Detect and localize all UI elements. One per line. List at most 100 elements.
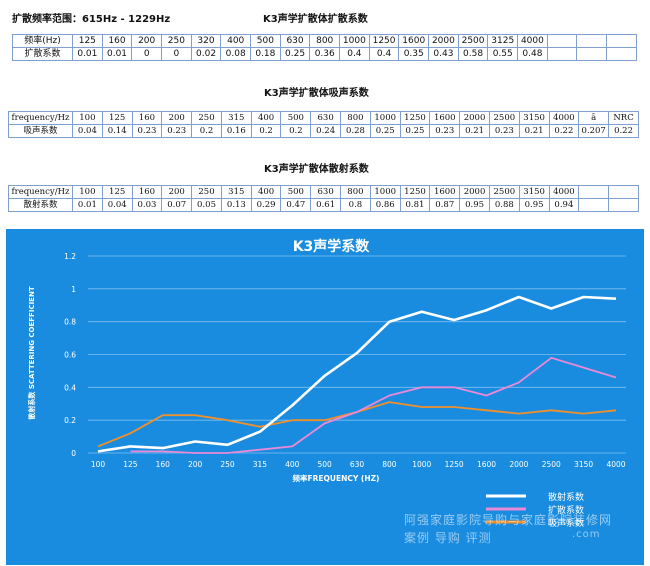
header-cell: 200 bbox=[161, 111, 193, 125]
value-cell: 0.28 bbox=[340, 124, 371, 138]
value-cell bbox=[546, 47, 578, 61]
header-cell: 200 bbox=[161, 185, 193, 199]
header-cell: 4000 bbox=[517, 34, 548, 48]
x-tick-label: 200 bbox=[188, 460, 203, 469]
value-cell: 0.13 bbox=[220, 198, 252, 212]
watermark-line2: 案例 导购 评测 bbox=[404, 531, 492, 545]
y-tick-label: 0 bbox=[71, 449, 76, 458]
value-cell: 0.4 bbox=[368, 47, 400, 61]
x-tick-label: 4000 bbox=[606, 460, 625, 469]
x-axis-label: 频率FREQUENCY (HZ) bbox=[292, 473, 379, 483]
x-tick-label: 800 bbox=[382, 460, 397, 469]
header-cell: 800 bbox=[340, 111, 371, 125]
legend-label: 散射系数 bbox=[548, 491, 584, 503]
header-cell: 500 bbox=[280, 111, 312, 125]
value-cell: 0.88 bbox=[488, 198, 520, 212]
y-tick-label: 0.2 bbox=[64, 416, 76, 425]
value-cell: 0.21 bbox=[459, 124, 490, 138]
chart-svg: K3声学系数 0 0.2 0.4 0.6 0.8 1 1.2 100 125 160 200 250… bbox=[27, 238, 626, 529]
scattering-table: frequency/Hz 100 125 160 200 250 315 400 500 630 8… bbox=[8, 185, 639, 212]
value-cell: 0.23 bbox=[488, 124, 520, 138]
series-line bbox=[97, 295, 617, 453]
value-cell: 0.94 bbox=[548, 198, 580, 212]
x-tick-label: 125 bbox=[123, 460, 138, 469]
series-line bbox=[97, 401, 617, 448]
header-cell: 1250 bbox=[399, 185, 431, 199]
header-cell: 400 bbox=[250, 185, 282, 199]
value-cell: 0.02 bbox=[190, 47, 222, 61]
value-cell: 0.87 bbox=[429, 198, 461, 212]
value-cell: 0.24 bbox=[310, 124, 342, 138]
value-cell: 0.22 bbox=[548, 124, 580, 138]
header-cell: 320 bbox=[190, 34, 222, 48]
header-cell: 125 bbox=[101, 185, 133, 199]
value-cell: 0.35 bbox=[398, 47, 430, 61]
header-cell: 800 bbox=[309, 34, 341, 48]
value-cell: 0.25 bbox=[399, 124, 431, 138]
header-cell: 2500 bbox=[457, 34, 489, 48]
header-cell: 4000 bbox=[548, 185, 580, 199]
value-cell: 0.25 bbox=[279, 47, 311, 61]
series-line bbox=[130, 356, 617, 454]
value-cell bbox=[608, 198, 639, 212]
value-cell: 0.14 bbox=[101, 124, 133, 138]
value-cell: 0.95 bbox=[459, 198, 490, 212]
header-cell: 1600 bbox=[398, 34, 430, 48]
absorption-row: 吸声系数 0.04 0.14 0.23 0.23 0.2 0.16 0.2 0.2 0.24 0.2… bbox=[8, 124, 639, 138]
x-axis-ticks: 100 125 160 200 250 315 400 500 630 800 1000 1250 16… bbox=[91, 460, 626, 469]
header-cell: 500 bbox=[250, 34, 281, 48]
header-cell: 1600 bbox=[429, 111, 461, 125]
y-axis-ticks: 0 0.2 0.4 0.6 0.8 1 1.2 bbox=[64, 252, 76, 458]
y-axis-label: 散射系数 SCATTERING COEFFICIENT bbox=[27, 286, 36, 419]
value-cell: 0.86 bbox=[369, 198, 401, 212]
x-tick-label: 1000 bbox=[412, 460, 431, 469]
header-cell: 3150 bbox=[518, 111, 550, 125]
value-cell: 0 bbox=[131, 47, 163, 61]
header-cell: 800 bbox=[340, 185, 371, 199]
value-cell: 0.22 bbox=[608, 124, 639, 138]
y-tick-label: 1 bbox=[71, 285, 76, 294]
x-tick-label: 1250 bbox=[445, 460, 464, 469]
header-cell: ā bbox=[578, 111, 610, 125]
header-cell: 125 bbox=[101, 111, 133, 125]
value-cell bbox=[606, 47, 637, 61]
value-cell: 0.61 bbox=[310, 198, 342, 212]
x-tick-label: 2000 bbox=[509, 460, 528, 469]
value-cell: 0.21 bbox=[518, 124, 550, 138]
absorption-table-title: K3声学扩散体吸声系数 bbox=[264, 88, 369, 99]
header-cell: 3125 bbox=[487, 34, 519, 48]
header-cell: 400 bbox=[220, 34, 252, 48]
diffusion-header: 频率(Hz) 125 160 200 250 320 400 500 630 800 1000 125… bbox=[12, 34, 637, 48]
value-cell: 0.01 bbox=[72, 198, 103, 212]
value-cell: 0.05 bbox=[191, 198, 222, 212]
value-cell: 0.95 bbox=[518, 198, 550, 212]
header-cell: 2500 bbox=[488, 111, 520, 125]
value-cell: 0.25 bbox=[369, 124, 401, 138]
value-cell: 0.47 bbox=[280, 198, 312, 212]
value-cell: 散射系数 bbox=[8, 198, 73, 212]
header-cell: 3150 bbox=[518, 185, 550, 199]
header-cell bbox=[606, 34, 637, 48]
watermark-line1: 阿强家庭影院导购与家庭影院装修网 bbox=[404, 513, 613, 527]
value-cell: 0.08 bbox=[220, 47, 252, 61]
chart-series bbox=[97, 295, 617, 454]
header-cell: 160 bbox=[131, 185, 163, 199]
header-cell: 400 bbox=[250, 111, 282, 125]
value-cell: 0.01 bbox=[72, 47, 103, 61]
value-cell: 0.18 bbox=[250, 47, 281, 61]
header-cell: 100 bbox=[72, 111, 103, 125]
x-tick-label: 160 bbox=[156, 460, 171, 469]
header-cell: 100 bbox=[72, 185, 103, 199]
header-cell: 315 bbox=[220, 111, 252, 125]
value-cell: 0.58 bbox=[457, 47, 489, 61]
scattering-row: 散射系数 0.01 0.04 0.03 0.07 0.05 0.13 0.29 0.47 0.61… bbox=[8, 198, 639, 212]
value-cell: 0.03 bbox=[131, 198, 163, 212]
diffusion-table: 频率(Hz) 125 160 200 250 320 400 500 630 800 1000 125… bbox=[12, 34, 637, 61]
x-tick-label: 500 bbox=[317, 460, 332, 469]
header-cell: 4000 bbox=[548, 111, 580, 125]
value-cell: 0.2 bbox=[280, 124, 312, 138]
value-cell: 0.01 bbox=[101, 47, 133, 61]
value-cell: 0.8 bbox=[340, 198, 371, 212]
header-cell: frequency/Hz bbox=[8, 111, 73, 125]
header-cell bbox=[546, 34, 578, 48]
